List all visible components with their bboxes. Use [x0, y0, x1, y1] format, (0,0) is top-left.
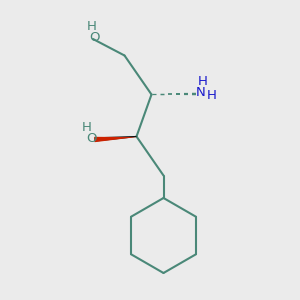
Text: H: H — [207, 89, 217, 103]
Text: O: O — [86, 131, 97, 145]
Text: O: O — [89, 31, 100, 44]
Text: N: N — [196, 86, 206, 100]
Text: H: H — [87, 20, 96, 34]
Polygon shape — [94, 136, 136, 142]
Text: H: H — [198, 75, 207, 88]
Text: H: H — [82, 121, 92, 134]
Polygon shape — [94, 137, 136, 142]
